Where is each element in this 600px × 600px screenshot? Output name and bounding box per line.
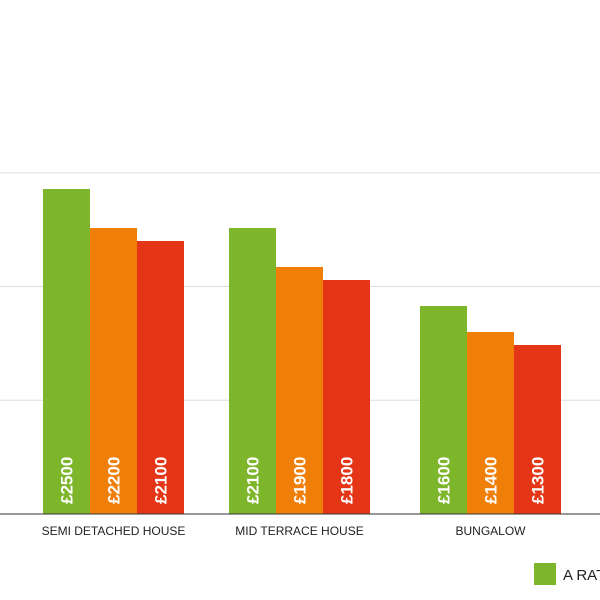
bar-0-1 — [90, 228, 137, 514]
legend: A RAT — [534, 563, 600, 585]
bar-value-label-1-1: £1900 — [291, 457, 310, 504]
bar-1-1 — [276, 267, 323, 514]
bar-2-1 — [467, 332, 514, 514]
bar-0-0 — [43, 189, 90, 514]
bar-value-label-1-2: £1800 — [338, 457, 357, 504]
category-label-2: BUNGALOW — [455, 524, 526, 538]
category-label-1: MID TERRACE HOUSE — [235, 524, 363, 538]
bar-value-label-0-2: £2100 — [152, 457, 171, 504]
bar-value-label-2-2: £1300 — [529, 457, 548, 504]
bar-2-0 — [420, 306, 467, 514]
bar-0-2 — [137, 241, 184, 514]
bar-value-label-2-0: £1600 — [435, 457, 454, 504]
bar-labels: £2500 £2200 £2100 £2100 £1900 £1800 £1600 £1400… — [58, 457, 548, 504]
bar-value-label-0-0: £2500 — [58, 457, 77, 504]
bar-value-label-2-1: £1400 — [482, 457, 501, 504]
bars — [43, 189, 561, 514]
category-label-0: SEMI DETACHED HOUSE — [42, 524, 186, 538]
legend-label: A RAT — [563, 567, 600, 584]
category-labels: SEMI DETACHED HOUSE MID TERRACE HOUSE BUNG… — [42, 524, 527, 538]
bar-value-label-0-1: £2200 — [105, 457, 124, 504]
legend-swatch — [534, 563, 556, 585]
bar-value-label-1-0: £2100 — [244, 457, 263, 504]
bar-2-2 — [514, 345, 561, 514]
bar-1-2 — [323, 280, 370, 514]
bar-1-0 — [229, 228, 276, 514]
